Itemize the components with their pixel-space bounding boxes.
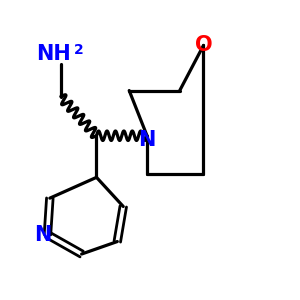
Text: N: N <box>34 225 52 245</box>
Text: NH: NH <box>37 44 71 64</box>
Text: O: O <box>195 35 212 56</box>
Text: 2: 2 <box>74 43 83 57</box>
Text: N: N <box>138 130 156 150</box>
